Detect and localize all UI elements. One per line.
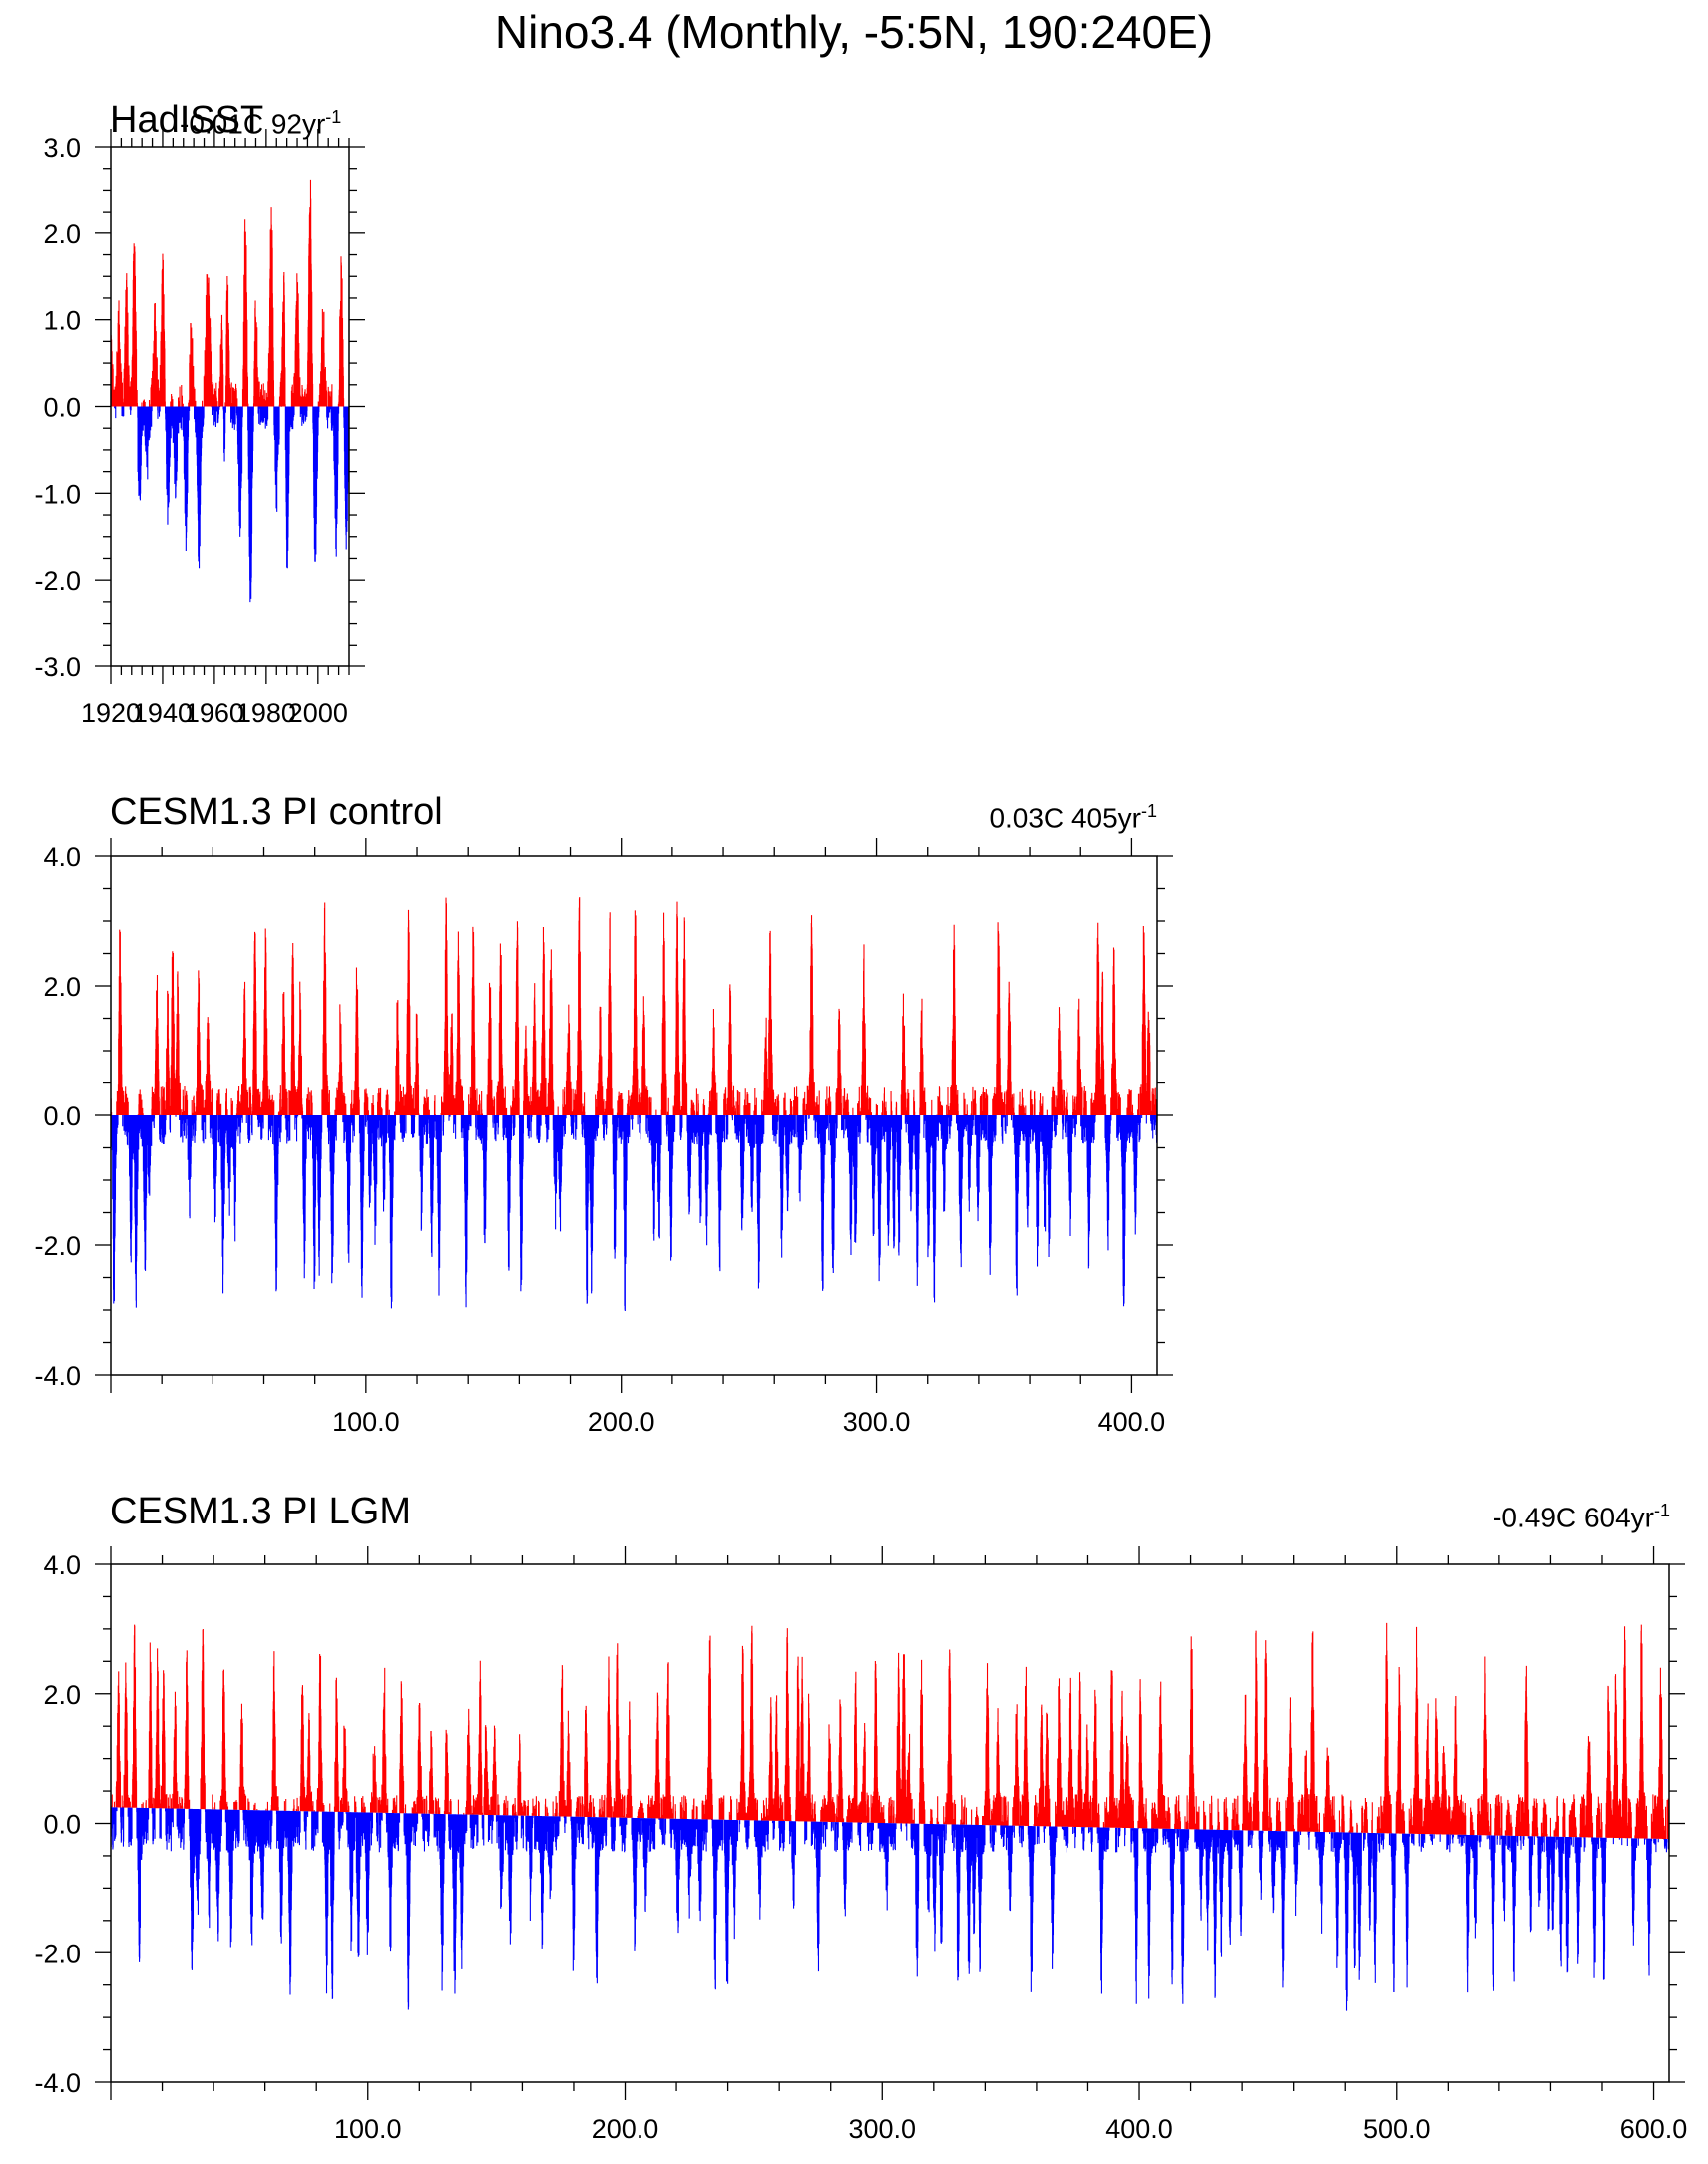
y-tick-label: 4.0 bbox=[43, 1550, 81, 1580]
x-tick-label: 1940 bbox=[133, 698, 193, 728]
negative-anomaly-bars bbox=[114, 406, 350, 603]
panel-1-trend-period: 92yr bbox=[270, 108, 326, 140]
y-tick-label: -2.0 bbox=[34, 566, 81, 596]
y-tick-label: -1.0 bbox=[34, 479, 81, 509]
panel-3-title: CESM1.3 PI LGM bbox=[110, 1491, 411, 1532]
panel-2: -4.0 -2.0 0.0 2.0 4.0 100.0 200.0 300.0 400.0 bbox=[34, 838, 1173, 1437]
x-tick-label: 1960 bbox=[185, 698, 244, 728]
panel-3-trend: -0.49C 604yr-1 bbox=[1493, 1494, 1670, 1534]
x-tick-label: 400.0 bbox=[1105, 2114, 1173, 2144]
x-tick-label: 1980 bbox=[236, 698, 296, 728]
y-tick-label: -2.0 bbox=[34, 1939, 81, 1968]
y-tick-label: 2.0 bbox=[43, 972, 81, 1002]
y-tick-label: 0.0 bbox=[43, 1810, 81, 1840]
y-tick-label: -4.0 bbox=[34, 1361, 81, 1391]
y-tick-label: -2.0 bbox=[34, 1231, 81, 1261]
y-tick-label: 2.0 bbox=[43, 1680, 81, 1710]
panel-2-trend-exp: -1 bbox=[1140, 801, 1157, 821]
x-tick-label: 400.0 bbox=[1098, 1407, 1166, 1437]
panel-2-trend-value: 0.03C bbox=[989, 802, 1065, 834]
panel-1-trend-value: -0.01C bbox=[180, 108, 264, 140]
y-tick-label: 4.0 bbox=[43, 842, 81, 872]
panel-3: -4.0 -2.0 0.0 2.0 4.0 100.0 200.0 300.0 400.0 500… bbox=[34, 1546, 1687, 2144]
x-tick-label: 600.0 bbox=[1620, 2114, 1688, 2144]
y-tick-label: -4.0 bbox=[34, 2068, 81, 2098]
negative-anomaly-bars bbox=[110, 1807, 1670, 2011]
y-tick-label: 0.0 bbox=[43, 1101, 81, 1131]
y-tick-label: 1.0 bbox=[43, 306, 81, 336]
panel-3-trend-period: 604yr bbox=[1583, 1502, 1654, 1533]
positive-anomaly-bars bbox=[111, 1622, 1670, 1840]
positive-anomaly-bars bbox=[110, 897, 1158, 1115]
y-tick-label: -3.0 bbox=[34, 652, 81, 682]
x-tick-label: 300.0 bbox=[843, 1407, 911, 1437]
x-tick-label: 300.0 bbox=[848, 2114, 916, 2144]
panel-2-trend: 0.03C 405yr-1 bbox=[989, 794, 1157, 835]
panel-1-title: HadISST bbox=[110, 99, 264, 141]
x-tick-label: 100.0 bbox=[334, 2114, 402, 2144]
x-tick-label: 200.0 bbox=[592, 2114, 659, 2144]
positive-anomaly-bars bbox=[110, 179, 345, 407]
panel-1: -3.0 -2.0 -1.0 0.0 1.0 2.0 3.0 1920194019601980… bbox=[34, 129, 365, 728]
panel-3-trend-value: -0.49C bbox=[1493, 1502, 1577, 1533]
x-tick-label: 2000 bbox=[288, 698, 348, 728]
x-tick-label: 1920 bbox=[81, 698, 141, 728]
panel-1-trend-exp: -1 bbox=[325, 107, 342, 127]
y-tick-label: 2.0 bbox=[43, 219, 81, 249]
x-tick-label: 200.0 bbox=[588, 1407, 655, 1437]
x-tick-label: 500.0 bbox=[1363, 2114, 1431, 2144]
panel-2-trend-period: 405yr bbox=[1070, 802, 1141, 834]
panel-1-trend: -0.01C 92yr-1 bbox=[180, 100, 341, 141]
y-tick-label: 3.0 bbox=[43, 133, 81, 163]
negative-anomaly-bars bbox=[110, 1115, 1158, 1312]
x-tick-label: 100.0 bbox=[332, 1407, 400, 1437]
panel-3-trend-exp: -1 bbox=[1653, 1501, 1670, 1520]
y-tick-label: 0.0 bbox=[43, 393, 81, 423]
panel-2-title: CESM1.3 PI control bbox=[110, 791, 443, 833]
figure-title: Nino3.4 (Monthly, -5:5N, 190:240E) bbox=[494, 6, 1214, 58]
